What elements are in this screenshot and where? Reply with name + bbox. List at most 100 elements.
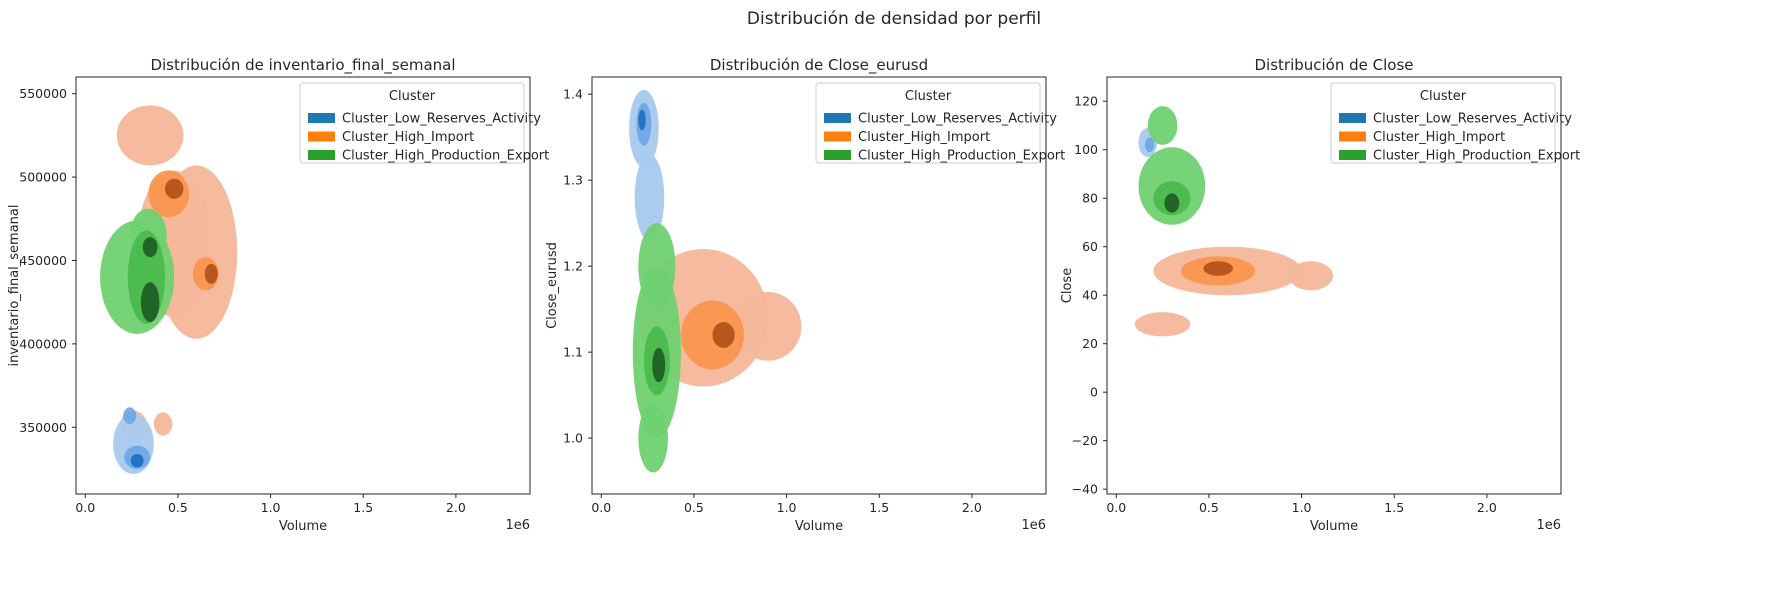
density-contour-Cluster_Low_Reserves_Activity-level-1 <box>1144 137 1155 153</box>
x-axis-label: Volume <box>795 519 843 534</box>
density-contour-Cluster_High_Production_Export-level-0 <box>1147 106 1178 145</box>
legend: Cluster Cluster_Low_Reserves_Activity Clus… <box>299 82 549 164</box>
density-contour-Cluster_High_Import-level-2 <box>204 263 218 284</box>
y-tick-label: 1.1 <box>563 345 583 360</box>
legend-swatch-Cluster_High_Import <box>1339 131 1366 142</box>
y-axis-label: Close_eurusd <box>545 242 560 329</box>
legend-swatch-Cluster_High_Production_Export <box>824 150 851 160</box>
density-contour-Cluster_High_Production_Export-level-2 <box>142 237 158 258</box>
y-tick-label: −40 <box>1072 482 1098 497</box>
density-contour-Cluster_Low_Reserves_Activity-level-2 <box>638 109 646 131</box>
density-contour-Cluster_High_Production_Export-level-0 <box>638 403 668 473</box>
legend-label-Cluster_High_Production_Export: Cluster_High_Production_Export <box>1373 149 1580 164</box>
x-tick-label: 1.0 <box>777 500 797 515</box>
panel-1: 0.0 0.5 1.0 1.5 2.0 350000 400000 450000 500000 5… <box>7 56 549 534</box>
x-tick-label: 1.0 <box>261 500 281 515</box>
x-tick-label: 2.0 <box>962 500 982 515</box>
y-tick-label: 100 <box>1074 142 1098 157</box>
legend: Cluster Cluster_Low_Reserves_Activity Clus… <box>815 82 1065 164</box>
density-series-Cluster_High_Production_Export <box>100 208 175 334</box>
y-tick-label: 550000 <box>19 86 67 101</box>
legend-title: Cluster <box>389 89 436 104</box>
y-tick-label: −20 <box>1072 433 1098 448</box>
figure-suptitle: Distribución de densidad por perfil <box>747 9 1041 29</box>
x-axis-label: Volume <box>1310 519 1358 534</box>
y-tick-label: 450000 <box>19 253 67 268</box>
y-axis-label: inventario_final_semanal <box>7 205 22 367</box>
density-layer <box>1134 106 1334 337</box>
legend: Cluster Cluster_Low_Reserves_Activity Clus… <box>1330 82 1580 164</box>
y-tick-label: 20 <box>1082 336 1098 351</box>
legend-box <box>1330 82 1556 164</box>
density-contour-Cluster_High_Production_Export-level-2 <box>140 282 160 323</box>
legend-label-Cluster_Low_Reserves_Activity: Cluster_Low_Reserves_Activity <box>1373 112 1572 127</box>
density-layer <box>629 89 802 473</box>
legend-label-Cluster_Low_Reserves_Activity: Cluster_Low_Reserves_Activity <box>858 112 1057 127</box>
legend-swatch-Cluster_High_Production_Export <box>308 150 335 160</box>
legend-title: Cluster <box>1420 89 1467 104</box>
density-contour-Cluster_High_Import-level-2 <box>164 178 184 199</box>
legend-label-Cluster_High_Import: Cluster_High_Import <box>858 130 990 145</box>
y-tick-label: 1.0 <box>563 431 583 446</box>
legend-swatch-Cluster_Low_Reserves_Activity <box>1339 113 1366 123</box>
density-contour-Cluster_High_Production_Export-level-2 <box>652 347 666 383</box>
y-tick-label: 120 <box>1074 94 1098 109</box>
density-series-Cluster_Low_Reserves_Activity <box>113 407 154 474</box>
y-tick-label: 500000 <box>19 170 67 185</box>
x-tick-label: 0.5 <box>168 500 188 515</box>
x-tick-label: 1.5 <box>869 500 889 515</box>
legend-swatch-Cluster_High_Import <box>308 131 335 142</box>
x-tick-label: 0.0 <box>591 500 611 515</box>
x-offset-label: 1e6 <box>1021 518 1046 533</box>
axes-frame <box>591 76 1047 495</box>
y-tick-label: 0 <box>1090 385 1098 400</box>
density-contour-Cluster_High_Import-level-0 <box>734 291 802 361</box>
density-contour-Cluster_High_Import-level-0 <box>153 412 173 436</box>
legend-swatch-Cluster_High_Production_Export <box>1339 150 1366 160</box>
y-axis-label: Close <box>1060 268 1075 303</box>
legend-box <box>815 82 1041 164</box>
x-tick-label: 1.5 <box>353 500 373 515</box>
x-tick-label: 0.0 <box>75 500 95 515</box>
panel-2: 0.0 0.5 1.0 1.5 2.0 1.0 1.1 1.2 1.3 1.4 Distribuci… <box>545 56 1065 534</box>
density-contour-Cluster_High_Import-level-2 <box>712 322 735 348</box>
legend-label-Cluster_High_Import: Cluster_High_Import <box>342 130 474 145</box>
x-offset-label: 1e6 <box>505 518 530 533</box>
density-layer <box>100 105 238 474</box>
density-contour-Cluster_Low_Reserves_Activity-level-1 <box>123 407 137 424</box>
legend-box <box>299 82 525 164</box>
legend-label-Cluster_Low_Reserves_Activity: Cluster_Low_Reserves_Activity <box>342 112 541 127</box>
legend-label-Cluster_High_Production_Export: Cluster_High_Production_Export <box>858 149 1065 164</box>
density-contour-Cluster_High_Production_Export-level-0 <box>638 223 676 310</box>
x-tick-label: 0.5 <box>684 500 704 515</box>
y-tick-label: 1.2 <box>563 259 583 274</box>
y-tick-label: 350000 <box>19 420 67 435</box>
density-contour-Cluster_High_Import-level-0 <box>1134 312 1191 337</box>
panel-title: Distribución de Close_eurusd <box>710 56 928 75</box>
density-series-Cluster_High_Production_Export <box>632 223 681 473</box>
density-series-Cluster_Low_Reserves_Activity <box>629 89 665 241</box>
density-series-Cluster_High_Import <box>1134 246 1334 337</box>
x-tick-label: 1.5 <box>1384 500 1404 515</box>
axes-frame <box>1106 76 1562 495</box>
legend-swatch-Cluster_Low_Reserves_Activity <box>308 113 335 123</box>
y-tick-label: 1.4 <box>563 87 583 102</box>
x-tick-label: 1.0 <box>1292 500 1312 515</box>
density-contour-Cluster_High_Import-level-0 <box>1288 261 1334 291</box>
legend-swatch-Cluster_High_Import <box>824 131 851 142</box>
y-tick-label: 60 <box>1082 239 1098 254</box>
density-series-Cluster_High_Production_Export <box>1138 106 1206 225</box>
x-tick-label: 2.0 <box>446 500 466 515</box>
density-contour-Cluster_Low_Reserves_Activity-level-0 <box>634 154 665 241</box>
y-tick-label: 80 <box>1082 191 1098 206</box>
density-contour-Cluster_Low_Reserves_Activity-level-2 <box>130 453 144 468</box>
axes-frame <box>75 76 531 495</box>
y-tick-label: 400000 <box>19 336 67 351</box>
legend-title: Cluster <box>905 89 952 104</box>
y-tick-label: 40 <box>1082 288 1098 303</box>
x-offset-label: 1e6 <box>1536 518 1561 533</box>
panel-title: Distribución de Close <box>1254 56 1413 74</box>
x-tick-label: 0.0 <box>1106 500 1126 515</box>
